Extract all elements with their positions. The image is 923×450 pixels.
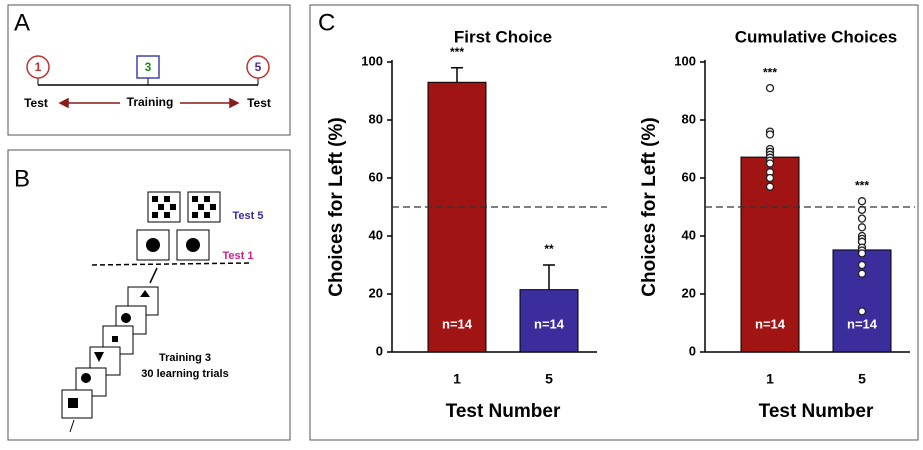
y-tick-label: 0 [689, 343, 696, 358]
y-tick-label: 80 [682, 111, 696, 126]
marker-label: 1 [35, 60, 42, 74]
significance: ** [544, 242, 554, 256]
arrows [58, 97, 240, 109]
x-axis-label: Test Number [446, 401, 561, 422]
category-label: 1 [766, 371, 774, 387]
panel-c-frame [309, 4, 919, 441]
data-point [765, 182, 775, 191]
significance: *** [763, 65, 777, 79]
y-tick-label: 20 [682, 285, 696, 300]
stimulus-shapes [68, 196, 216, 408]
error-bar [451, 67, 463, 83]
stimulus-cards [61, 191, 221, 419]
y-tick-label: 40 [682, 227, 696, 242]
n-label: n=14 [534, 316, 565, 331]
data-point [857, 260, 867, 270]
marker-square [136, 55, 160, 79]
error-bar [543, 264, 555, 290]
data-point [857, 223, 867, 232]
data-point [857, 249, 867, 258]
y-tick-label: 60 [682, 169, 696, 184]
y-axis-label: Choices for Left (%) [326, 117, 347, 296]
significance: *** [450, 45, 464, 59]
marker-label: 5 [255, 60, 262, 74]
timeline-label: Test [247, 96, 271, 110]
data-point [857, 197, 867, 206]
data-point [857, 269, 867, 278]
divider [91, 262, 251, 266]
training-label: Training 3 [159, 352, 211, 364]
y-tick-label: 100 [674, 53, 696, 68]
panel-letter: A [14, 9, 30, 36]
n-label: n=14 [847, 316, 878, 331]
x-axis-label: Test Number [759, 401, 874, 422]
data-point [857, 307, 867, 316]
bar [519, 289, 579, 353]
timeline-label: Test [24, 96, 48, 110]
bar [427, 81, 487, 353]
category-label: 5 [858, 371, 866, 387]
training-label: 30 learning trials [141, 368, 228, 380]
y-tick-label: 100 [361, 53, 383, 68]
test-label: Test 1 [223, 250, 254, 262]
category-label: 1 [453, 371, 461, 387]
marker-circle [246, 55, 270, 79]
data-point [765, 159, 775, 168]
arrow-stem [69, 419, 75, 433]
panel-letter: C [318, 9, 335, 36]
y-tick-label: 60 [369, 169, 383, 184]
data-point [857, 214, 867, 223]
significance: *** [855, 178, 869, 192]
y-tick-label: 80 [369, 111, 383, 126]
panel-b-frame [7, 149, 291, 441]
marker-label: 3 [145, 60, 152, 74]
y-tick-label: 0 [376, 343, 383, 358]
y-tick-label: 20 [369, 285, 383, 300]
panel-a-frame [7, 4, 291, 136]
category-label: 5 [545, 371, 553, 387]
marker-circle [26, 55, 50, 79]
panel-letter: B [14, 165, 30, 192]
data-point [765, 173, 775, 183]
chart-title: First Choice [454, 27, 552, 46]
chart-title: Cumulative Choices [735, 27, 898, 46]
n-label: n=14 [442, 316, 473, 331]
arrow [149, 267, 158, 284]
n-label: n=14 [755, 316, 786, 331]
timeline-label: Training [127, 95, 174, 109]
y-axis-label: Choices for Left (%) [639, 117, 660, 296]
y-tick-label: 40 [369, 227, 383, 242]
data-point [765, 130, 775, 139]
test-label: Test 5 [233, 210, 264, 222]
data-point [765, 83, 775, 93]
